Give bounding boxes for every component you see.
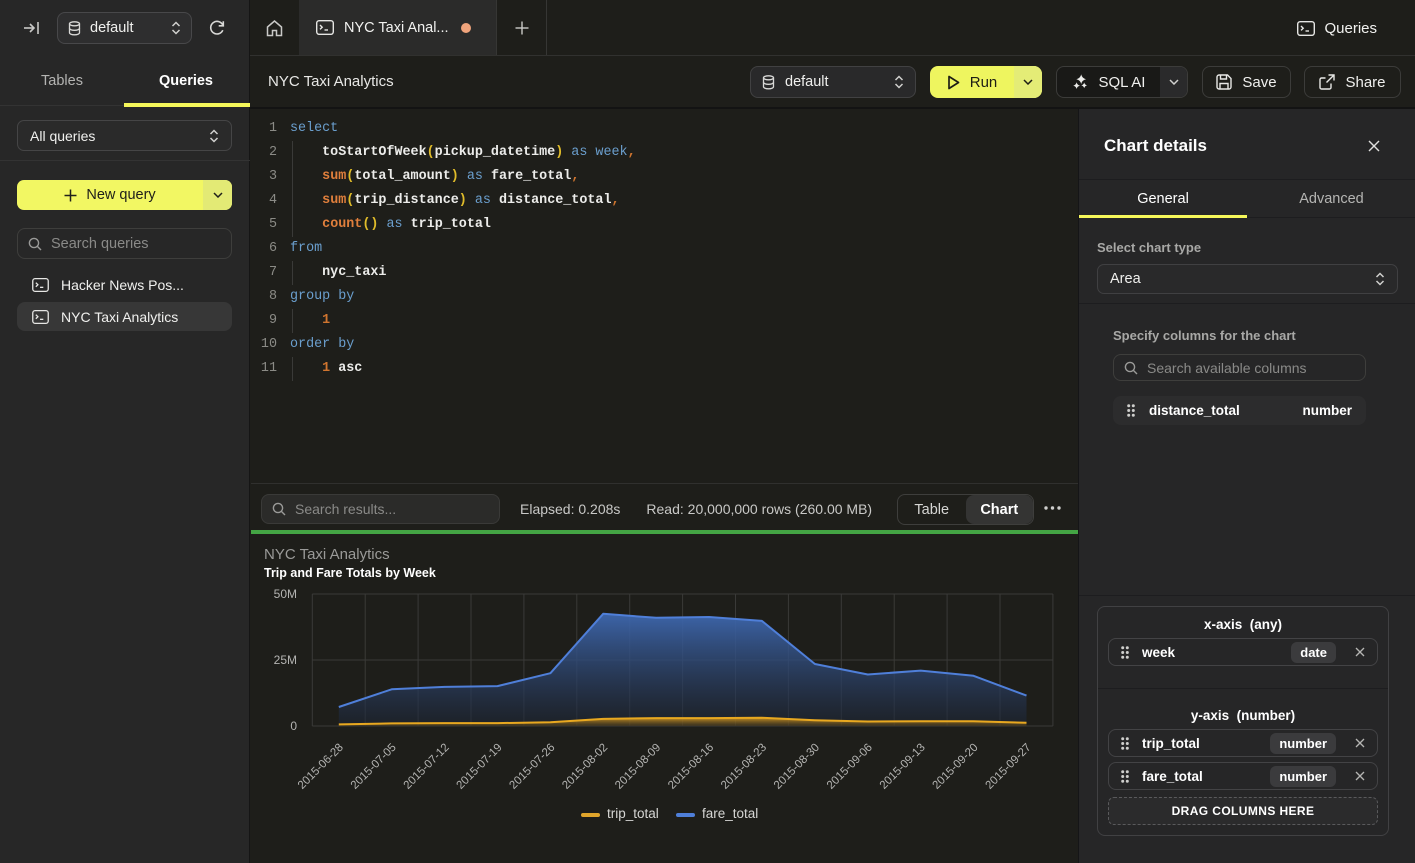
svg-text:2015-08-23: 2015-08-23 (719, 742, 769, 792)
svg-text:2015-08-30: 2015-08-30 (772, 742, 822, 792)
svg-text:2015-07-19: 2015-07-19 (455, 742, 505, 792)
svg-text:25M: 25M (274, 653, 297, 667)
svg-text:2015-06-28: 2015-06-28 (296, 742, 346, 792)
svg-text:trip_total: trip_total (607, 806, 659, 821)
svg-text:50M: 50M (274, 587, 297, 601)
svg-text:2015-07-26: 2015-07-26 (507, 742, 557, 792)
svg-text:0: 0 (290, 719, 297, 733)
svg-text:2015-09-13: 2015-09-13 (878, 742, 928, 792)
svg-text:2015-09-27: 2015-09-27 (984, 742, 1034, 792)
svg-text:2015-09-20: 2015-09-20 (931, 742, 981, 792)
svg-text:2015-08-02: 2015-08-02 (560, 742, 610, 792)
svg-text:2015-08-16: 2015-08-16 (666, 742, 716, 792)
svg-text:2015-07-05: 2015-07-05 (349, 742, 399, 792)
svg-text:2015-07-12: 2015-07-12 (402, 742, 452, 792)
svg-text:fare_total: fare_total (702, 806, 758, 821)
svg-text:2015-09-06: 2015-09-06 (825, 742, 875, 792)
svg-text:2015-08-09: 2015-08-09 (613, 742, 663, 792)
